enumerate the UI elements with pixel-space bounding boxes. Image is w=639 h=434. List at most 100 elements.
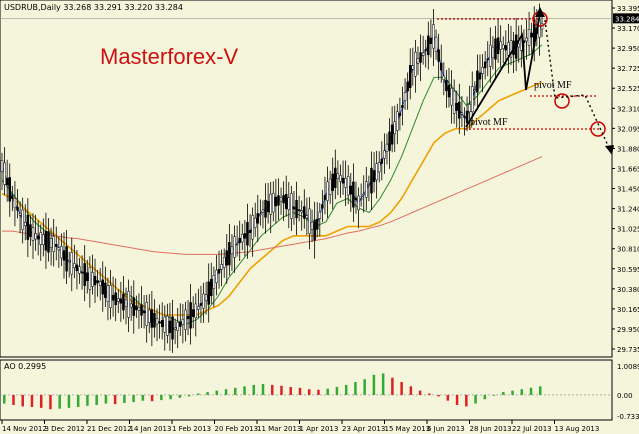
target-circle-low xyxy=(590,121,606,137)
y-tick-label: 33.395 xyxy=(617,5,639,13)
y-tick-label: 32.095 xyxy=(617,125,639,133)
ao-bar xyxy=(206,392,209,395)
candle-body xyxy=(486,58,489,61)
x-tick-label: 14 Jan 2013 xyxy=(130,425,172,433)
candle-body xyxy=(496,37,500,54)
y-tick-label: 29.735 xyxy=(617,346,639,354)
candle-body xyxy=(93,275,97,286)
ao-bar xyxy=(178,394,182,398)
candle-body xyxy=(465,110,469,124)
ao-bar xyxy=(141,394,145,401)
candle-body xyxy=(429,37,433,44)
y-tick-label: 31.240 xyxy=(617,206,639,214)
candle-body xyxy=(210,279,213,297)
candle-body xyxy=(509,40,513,58)
candle-body xyxy=(419,52,422,63)
candle-body xyxy=(191,309,195,317)
ao-y-tick-label: 0.00 xyxy=(617,392,633,400)
target-circle-mid xyxy=(554,93,570,109)
candle-body xyxy=(313,219,316,241)
ao-bar xyxy=(197,393,200,395)
candle-body xyxy=(447,84,451,98)
candle-body xyxy=(434,36,438,52)
candle-body xyxy=(39,232,43,245)
candle-body xyxy=(339,175,342,182)
candle-body xyxy=(385,143,389,152)
candle-body xyxy=(297,209,301,212)
candle-body xyxy=(60,246,63,259)
candle-body xyxy=(295,200,298,219)
ao-bar xyxy=(12,394,15,405)
candle-body xyxy=(341,177,345,184)
candle-body xyxy=(62,250,66,261)
candle-body xyxy=(527,29,531,46)
candle-body xyxy=(119,298,123,304)
x-tick-label: 20 Feb 2013 xyxy=(215,425,259,433)
candle-body xyxy=(83,263,86,286)
ao-bar xyxy=(474,394,477,404)
x-tick-label: 1 Feb 2013 xyxy=(172,425,211,433)
candle-body xyxy=(160,320,164,328)
candle-body xyxy=(137,306,141,311)
candle-body xyxy=(439,62,443,71)
candle-body xyxy=(284,194,288,209)
candle-body xyxy=(140,304,143,316)
candle-body xyxy=(114,292,117,306)
current-price-box xyxy=(613,13,639,24)
candles xyxy=(0,3,544,353)
ao-bar xyxy=(511,390,514,395)
candle-body xyxy=(411,65,415,70)
ao-bar xyxy=(215,390,219,395)
candle-body xyxy=(246,221,249,246)
candle-body xyxy=(5,178,9,185)
ao-bar xyxy=(520,389,524,395)
candle-body xyxy=(31,227,35,241)
candle-body xyxy=(365,181,368,198)
candle-body xyxy=(29,224,32,237)
ao-bar xyxy=(372,374,376,395)
candle-body xyxy=(346,176,350,196)
candle-body xyxy=(403,92,407,101)
ao-bar xyxy=(58,394,61,409)
candle-body xyxy=(194,303,198,319)
candle-body xyxy=(44,231,48,251)
candle-body xyxy=(483,61,487,69)
grid xyxy=(0,7,615,424)
ao-bar xyxy=(539,386,542,395)
candle-body xyxy=(315,218,319,230)
arrow-head-up xyxy=(535,7,545,17)
candle-body xyxy=(127,291,130,318)
ao-bar xyxy=(123,394,126,403)
ao-bar xyxy=(243,386,246,395)
candle-body xyxy=(517,43,520,48)
ao-bar xyxy=(289,386,292,395)
candle-body xyxy=(328,178,332,195)
candle-body xyxy=(352,181,355,208)
candle-body xyxy=(132,297,136,316)
ao-bar xyxy=(271,384,274,395)
candle-body xyxy=(176,322,179,331)
ao-bar xyxy=(391,377,394,395)
ao-bar xyxy=(30,394,34,407)
x-tick-label: 22 Jul 2013 xyxy=(512,425,552,433)
overlays xyxy=(437,7,614,155)
candle-body xyxy=(129,303,133,308)
candle-body xyxy=(507,42,510,56)
candle-body xyxy=(65,246,68,272)
candle-body xyxy=(189,302,192,329)
y-tick-labels: 33.395 33.170 32.950 32.725 32.525 32.310 32.0… xyxy=(613,5,639,421)
candle-body xyxy=(416,58,420,64)
candle-body xyxy=(202,293,205,309)
ao-bar xyxy=(418,390,422,395)
candle-body xyxy=(427,35,430,56)
ao-bar xyxy=(437,394,440,397)
candle-body xyxy=(501,44,505,49)
candle-body xyxy=(414,51,417,77)
candle-body xyxy=(16,206,19,211)
candle-body xyxy=(344,178,347,188)
candle-body xyxy=(49,237,53,249)
candle-body xyxy=(282,195,285,204)
x-tick-label: 11 Mar 2013 xyxy=(257,425,301,433)
candle-body xyxy=(142,310,146,314)
